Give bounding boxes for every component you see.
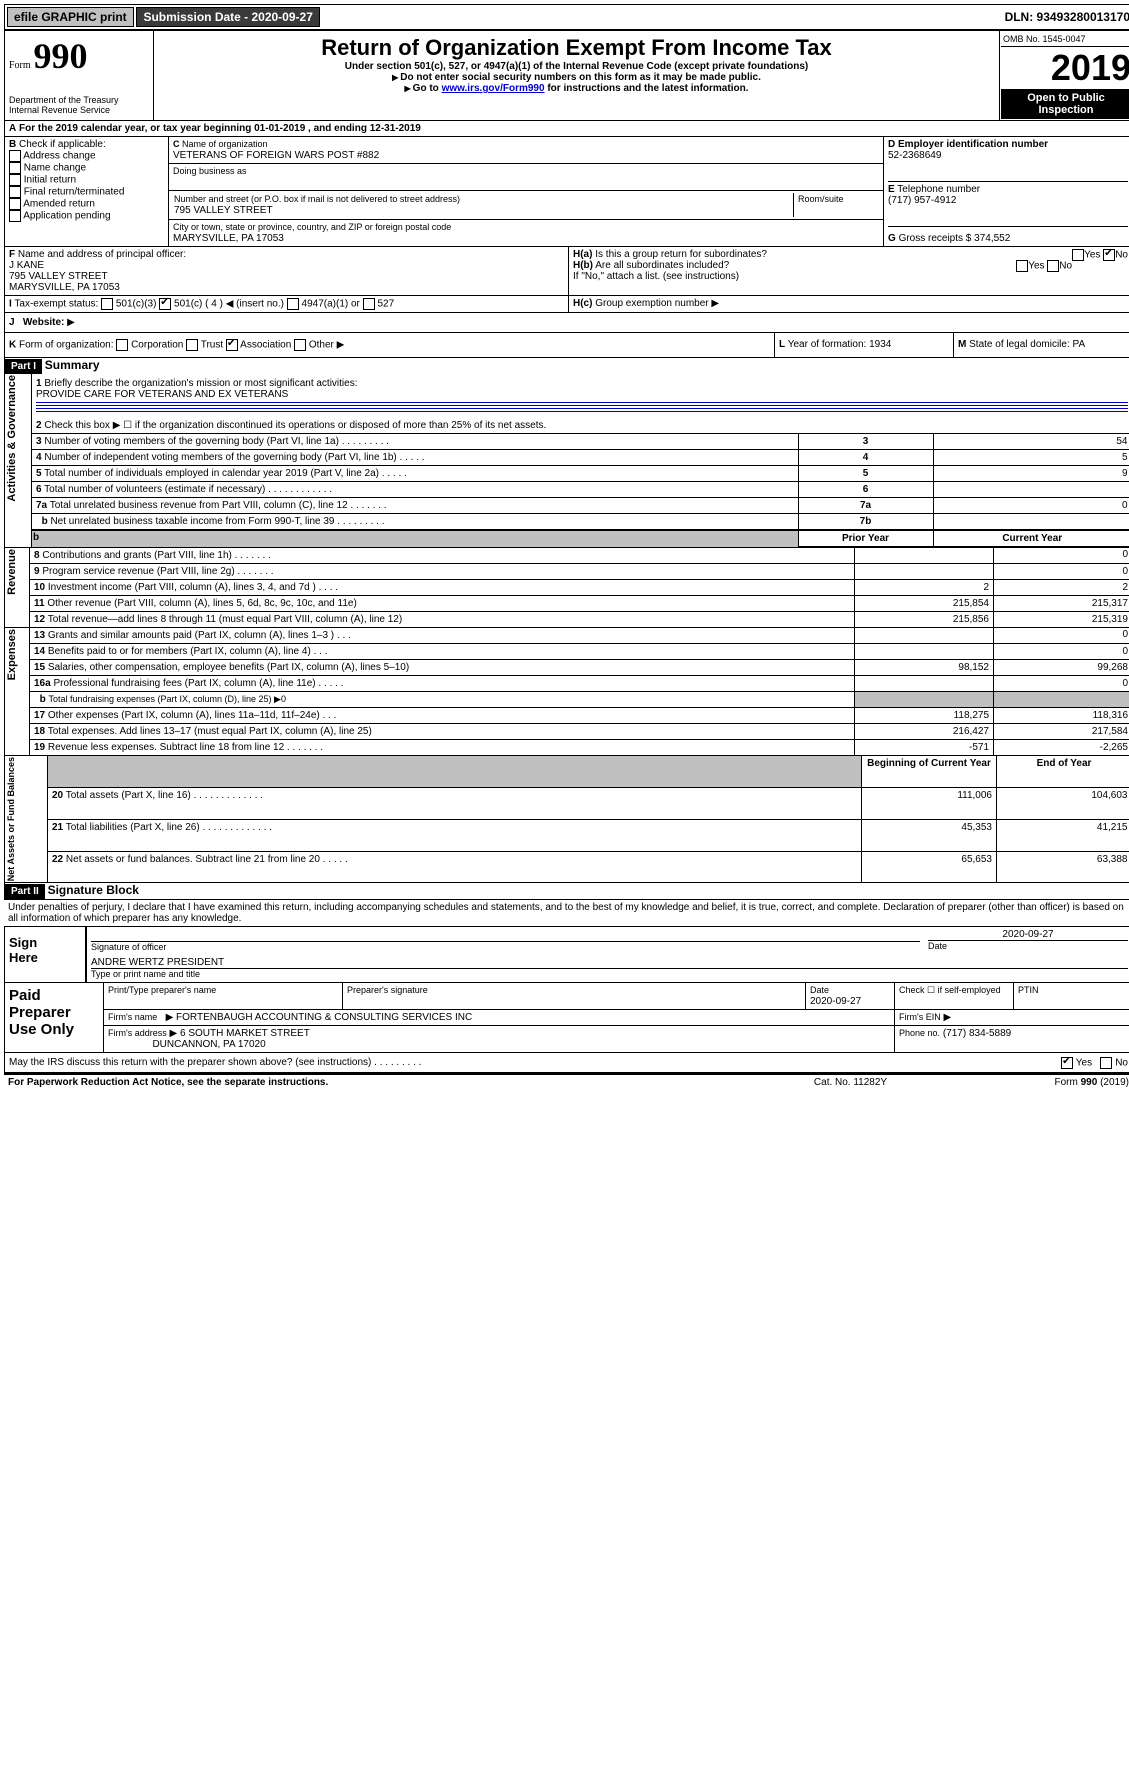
open-public-badge: Open to Public Inspection [1001,89,1129,119]
gross-receipts: 374,552 [974,233,1010,244]
form-number: 990 [33,36,87,76]
omb-label: OMB No. 1545-0047 [1001,32,1129,47]
website-row: J Website: ▶ [4,313,1129,333]
efile-print-button[interactable]: efile GRAPHIC print [7,7,134,27]
vlabel-na: Net Assets or Fund Balances [6,757,16,881]
subtitle-2: Do not enter social security numbers on … [158,72,995,83]
form-prefix: Form [9,60,31,71]
part2: Part II Signature Block [4,883,1129,900]
discuss-row: May the IRS discuss this return with the… [4,1053,1129,1073]
dln-label: DLN: 93493280013170 [1005,10,1129,24]
irs-label: Internal Revenue Service [9,105,149,115]
period-row: A For the 2019 calendar year, or tax yea… [4,121,1129,137]
mission-text: PROVIDE CARE FOR VETERANS AND EX VETERAN… [36,389,288,400]
part1: Part I Summary Activities & Governance 1… [4,358,1129,883]
perjury-text: Under penalties of perjury, I declare th… [4,900,1129,926]
ein-value: 52-2368649 [888,150,941,161]
form-header: Form 990 Department of the Treasury Inte… [4,30,1129,121]
instructions-link[interactable]: www.irs.gov/Form990 [442,83,545,94]
street-address: 795 VALLEY STREET [174,205,273,216]
officer-printed-name: ANDRE WERTZ PRESIDENT [91,957,1128,969]
firm-name: FORTENBAUGH ACCOUNTING & CONSULTING SERV… [176,1012,472,1023]
part1-header: Part I [5,359,42,374]
vlabel-rev: Revenue [6,549,18,595]
vlabel-ag: Activities & Governance [6,375,18,502]
klm-row: K Form of organization: Corporation Trus… [4,333,1129,358]
part2-header: Part II [5,884,45,899]
entity-block: B Check if applicable: Address change Na… [4,137,1129,247]
phone-value: (717) 957-4912 [888,195,956,206]
dept-label: Department of the Treasury [9,95,149,105]
tax-year: 2019 [1001,47,1129,89]
org-name: VETERANS OF FOREIGN WARS POST #882 [173,150,379,161]
subtitle-1: Under section 501(c), 527, or 4947(a)(1)… [158,61,995,72]
top-action-bar: efile GRAPHIC print Submission Date - 20… [4,4,1129,30]
boxB-label: Check if applicable: [19,139,106,150]
paid-preparer-block: Paid Preparer Use Only Print/Type prepar… [4,983,1129,1053]
officer-block: F Name and address of principal officer:… [4,247,1129,313]
city-state-zip: MARYSVILLE, PA 17053 [173,233,284,244]
vlabel-exp: Expenses [6,629,18,680]
officer-name: J KANE [9,260,44,271]
footer-row: For Paperwork Reduction Act Notice, see … [4,1073,1129,1090]
sign-here-block: Sign Here Signature of officer 2020-09-2… [4,926,1129,983]
subtitle-3: Go to www.irs.gov/Form990 for instructio… [158,83,995,94]
main-title: Return of Organization Exempt From Incom… [158,35,995,61]
submission-date-button[interactable]: Submission Date - 2020-09-27 [136,7,319,27]
